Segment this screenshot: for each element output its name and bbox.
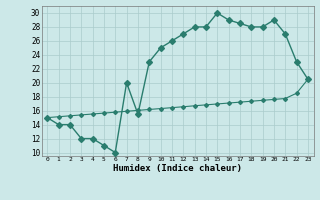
- X-axis label: Humidex (Indice chaleur): Humidex (Indice chaleur): [113, 164, 242, 173]
